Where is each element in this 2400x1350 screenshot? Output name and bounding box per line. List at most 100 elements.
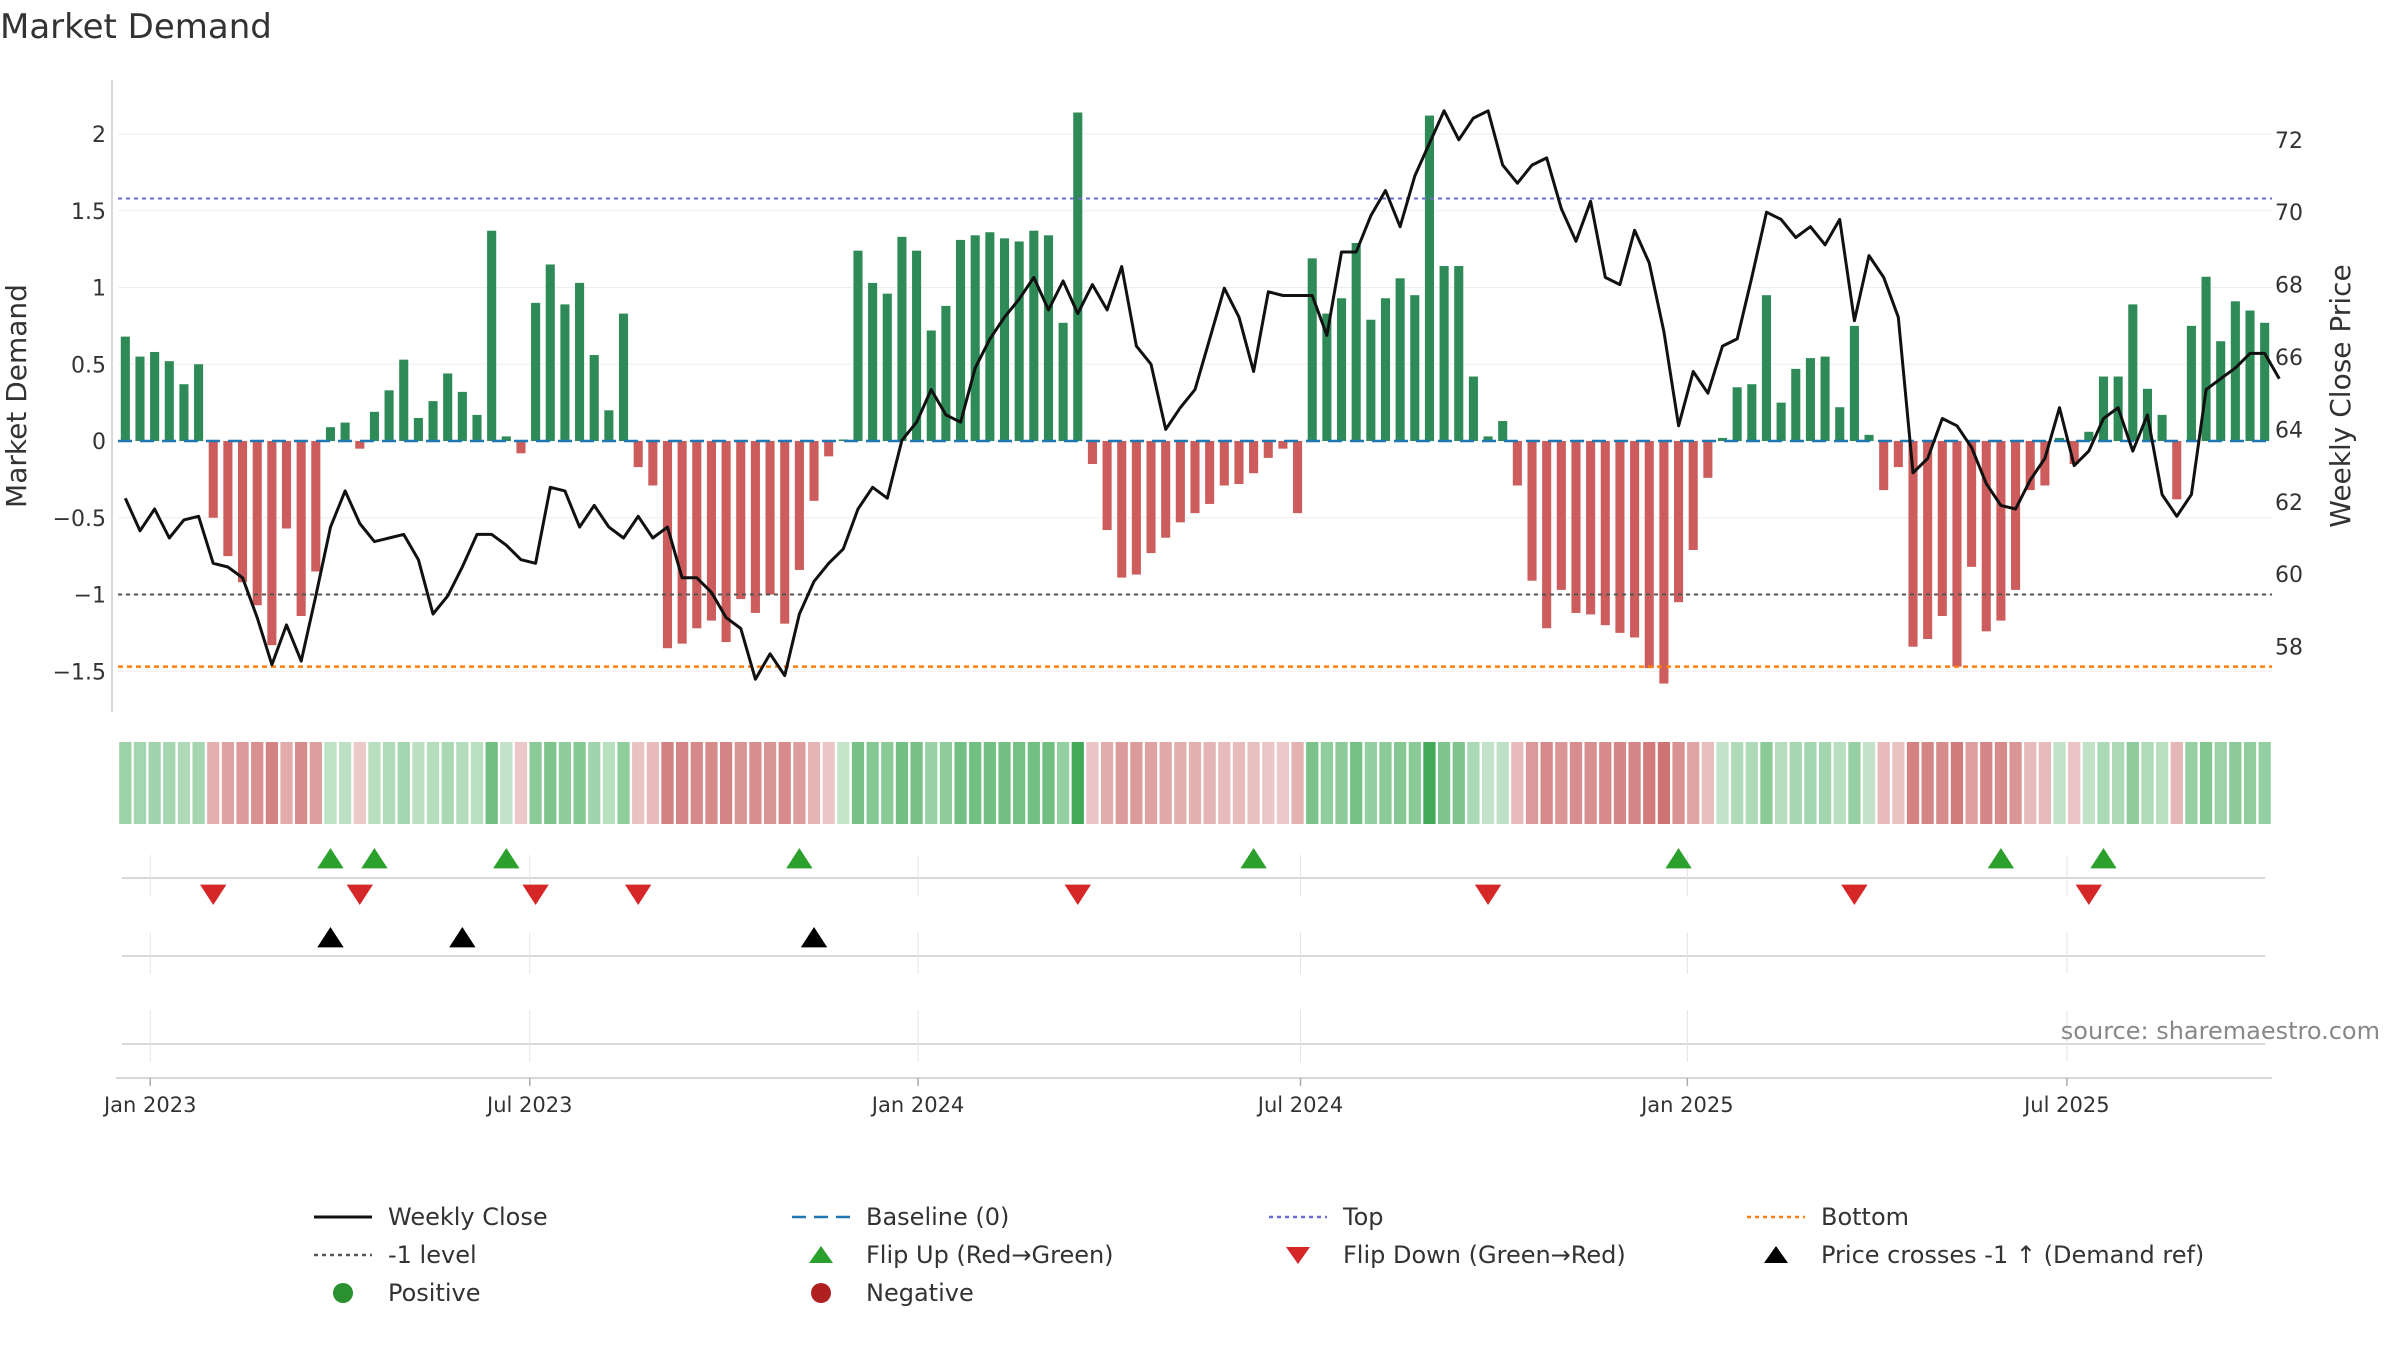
demand-bar-positive xyxy=(882,293,892,441)
demand-bar-positive xyxy=(1380,298,1391,441)
demand-bar-negative xyxy=(1937,441,1947,616)
demand-bar-positive xyxy=(501,436,511,441)
flip-up-marker xyxy=(1987,848,2015,869)
heat-strip-cell xyxy=(1599,742,1612,824)
heat-strip-cell xyxy=(1350,742,1363,824)
demand-bar-positive xyxy=(2230,301,2240,441)
legend-item: -1 level xyxy=(310,1240,477,1270)
demand-bar-negative xyxy=(1527,441,1537,581)
heat-strip-cell xyxy=(588,742,601,824)
heat-strip-cell xyxy=(1906,742,1920,824)
demand-bar-negative xyxy=(1571,441,1581,613)
demand-bar-negative xyxy=(1981,441,1991,632)
heat-strip-cell xyxy=(324,742,337,824)
demand-bar-positive xyxy=(2186,325,2196,441)
heat-strip-cell xyxy=(881,742,894,824)
heat-strip-cell xyxy=(2053,742,2066,824)
legend-item: Weekly Close xyxy=(310,1202,548,1232)
legend-tri-up-icon xyxy=(1743,1240,1809,1270)
heat-strip-cell xyxy=(1408,742,1421,824)
heat-strip-cell xyxy=(441,742,454,824)
legend-item: Positive xyxy=(310,1278,481,1308)
heat-strip-cell xyxy=(983,742,996,824)
demand-bar-positive xyxy=(604,410,614,441)
demand-bar-negative xyxy=(1219,441,1229,486)
flip-down-marker xyxy=(624,884,652,905)
demand-bar-negative xyxy=(1175,441,1185,523)
demand-bar-negative xyxy=(1674,441,1684,603)
demand-bar-negative xyxy=(2069,441,2079,465)
legend-tri-down-icon xyxy=(1265,1240,1331,1270)
legend-dot-line-icon xyxy=(1743,1202,1809,1232)
demand-bar-positive xyxy=(399,359,409,441)
demand-bar-negative xyxy=(223,441,233,557)
demand-bar-positive xyxy=(325,427,336,441)
demand-bar-positive xyxy=(443,373,453,441)
heat-strip-cell xyxy=(1716,742,1729,824)
y2-tick-label: 60 xyxy=(2275,563,2303,588)
x-tick-label: Jul 2025 xyxy=(2022,1093,2109,1117)
demand-bar-negative xyxy=(1659,441,1669,684)
demand-bar-positive xyxy=(868,282,878,441)
heat-strip-cell xyxy=(544,742,557,824)
demand-bar-positive xyxy=(472,414,482,441)
heat-strip-cell xyxy=(1262,742,1275,824)
demand-bar-positive xyxy=(1424,115,1434,441)
y-tick-label: −0.5 xyxy=(53,507,106,532)
heat-strip-cell xyxy=(2229,742,2242,824)
demand-bar-negative xyxy=(1190,441,1200,514)
demand-bar-positive xyxy=(560,304,570,441)
heat-strip-cell xyxy=(470,742,484,824)
heat-strip-cell xyxy=(265,742,278,824)
heat-strip-cell xyxy=(851,742,865,824)
heat-strip-cell xyxy=(148,742,161,824)
heat-strip-cell xyxy=(1950,742,1964,824)
heat-strip-cell xyxy=(1789,742,1802,824)
demand-bar-negative xyxy=(252,441,262,606)
demand-bar-negative xyxy=(648,441,658,486)
heat-strip-cell xyxy=(661,742,674,824)
demand-bar-negative xyxy=(1234,441,1244,484)
heat-strip-cell xyxy=(1540,742,1553,824)
y2-tick-label: 66 xyxy=(2275,346,2303,371)
heat-strip-cell xyxy=(910,742,923,824)
heat-strip-cell xyxy=(1936,742,1949,824)
demand-bar-positive xyxy=(2098,376,2109,441)
demand-bar-positive xyxy=(941,305,951,441)
legend-label: Positive xyxy=(388,1279,481,1307)
demand-bar-negative xyxy=(706,441,716,621)
legend-label: Weekly Close xyxy=(388,1203,548,1231)
demand-bar-positive xyxy=(1820,356,1830,441)
y-tick-label: 0.5 xyxy=(71,353,106,378)
demand-bar-negative xyxy=(2011,441,2021,590)
heat-strip-cell xyxy=(1437,742,1451,824)
y-tick-label: −1.5 xyxy=(53,660,106,685)
demand-bar-negative xyxy=(1615,441,1625,633)
heat-strip-cell xyxy=(133,742,147,824)
demand-bar-negative xyxy=(267,441,277,646)
demand-bar-negative xyxy=(765,441,775,595)
demand-bar-positive xyxy=(1776,402,1786,441)
flip-down-marker xyxy=(1064,884,1091,905)
heat-strip-cell xyxy=(632,742,645,824)
heat-strip-cell xyxy=(514,742,528,824)
x-tick-label: Jul 2023 xyxy=(485,1093,572,1117)
heat-strip-cell xyxy=(1745,742,1758,824)
demand-bar-positive xyxy=(853,250,863,441)
demand-bar-negative xyxy=(1996,441,2006,621)
heat-strip-cell xyxy=(1862,742,1876,824)
flip-down-marker xyxy=(346,884,373,905)
heat-strip-cell xyxy=(2185,742,2198,824)
heat-strip-cell xyxy=(690,742,703,824)
heat-strip-cell xyxy=(1174,742,1187,824)
heat-strip-cell xyxy=(163,742,176,824)
demand-bar-positive xyxy=(897,236,907,441)
heat-strip-cell xyxy=(1232,742,1246,824)
demand-bar-negative xyxy=(281,441,292,529)
demand-bar-positive xyxy=(575,282,585,441)
heat-strip-cell xyxy=(1525,742,1539,824)
demand-bar-positive xyxy=(2128,304,2138,441)
demand-bar-positive xyxy=(2157,414,2167,441)
y-tick-label: 0 xyxy=(92,430,106,455)
heat-strip-cell xyxy=(1203,742,1216,824)
